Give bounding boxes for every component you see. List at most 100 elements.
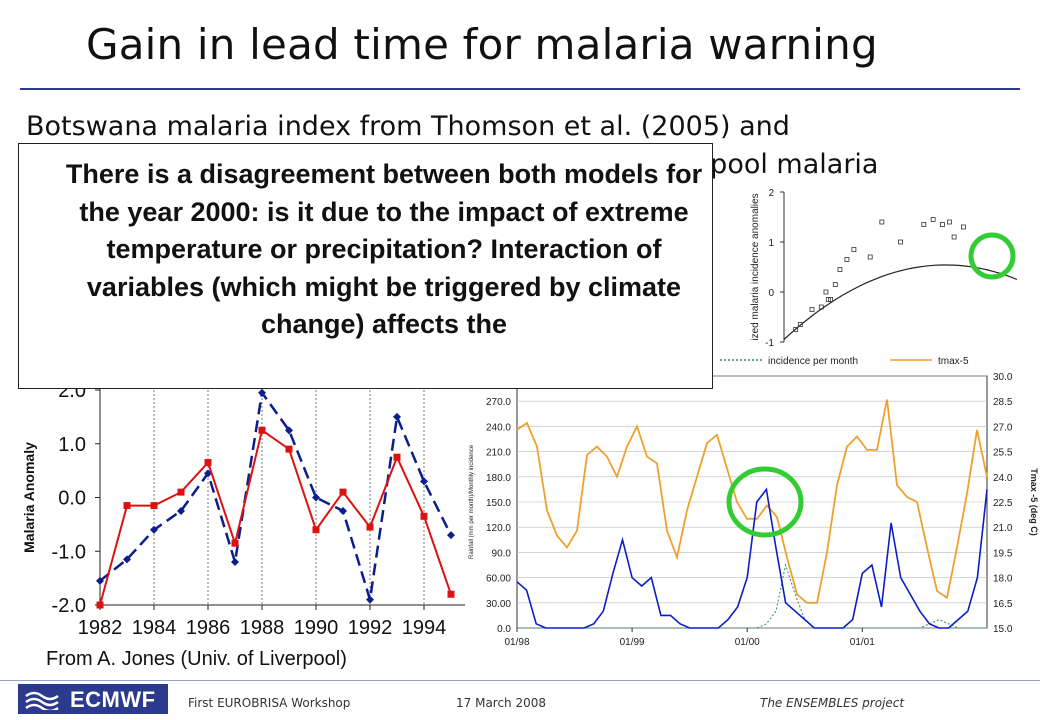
anomaly-series-solid-marker	[447, 590, 455, 598]
scatter-point	[867, 254, 873, 260]
scatter-point	[879, 219, 885, 225]
anomaly-series-solid-marker	[258, 426, 266, 434]
ts-right-tick-label: 16.5	[993, 599, 1013, 610]
anomaly-series-solid-marker	[312, 526, 320, 534]
ts-right-tick-label: 25.5	[993, 448, 1013, 459]
ts-right-tick-label: 18.0	[993, 574, 1013, 585]
scatter-point	[947, 219, 952, 225]
anomaly-series-solid-line	[99, 428, 452, 606]
ts-x-tick-label: 01/01	[850, 637, 875, 648]
ts-right-tick-label: 21.0	[993, 523, 1013, 534]
scatter-point	[797, 322, 803, 327]
ts-left-tick-label: 150.0	[486, 498, 511, 509]
footer-workshop: First EUROBRISA Workshop	[188, 696, 351, 710]
timeseries-highlight-circle	[726, 466, 804, 538]
anomaly-x-tick-label: 1994	[402, 617, 447, 639]
scatter-point	[818, 304, 824, 310]
scatter-point	[844, 257, 850, 262]
anomaly-series-dashed-line	[99, 389, 453, 600]
anomaly-series-dashed-marker	[96, 576, 104, 585]
scatter-point	[793, 327, 799, 332]
anomaly-series-dashed-marker	[285, 426, 293, 435]
ts-left-tick-label: 30.00	[486, 599, 511, 610]
ts-x-tick-label: 01/99	[620, 637, 645, 648]
scatter-point	[837, 267, 843, 272]
anomaly-series-solid-marker	[123, 502, 131, 510]
scatter-point	[832, 282, 838, 287]
anomaly-x-tick-label: 1988	[240, 617, 285, 639]
source-credit: From A. Jones (Univ. of Liverpool)	[46, 648, 347, 670]
ts-right-tick-label: 24.0	[993, 473, 1013, 484]
ecmwf-logo: ECMWF	[18, 684, 168, 714]
ts-tmax-line	[516, 399, 988, 604]
ts-right-tick-label: 30.0	[993, 372, 1013, 383]
anomaly-series-solid-marker	[150, 502, 158, 510]
anomaly-y-tick-label: 0.0	[58, 488, 86, 510]
footer-date: 17 March 2008	[456, 696, 547, 710]
anomaly-y-axis-label: Malaria Anomaly	[21, 442, 37, 553]
logo-text: ECMWF	[70, 687, 156, 712]
ts-left-tick-label: 60.00	[486, 574, 511, 585]
callout-text: There is a disagreement between both mod…	[65, 159, 703, 339]
scatter-point	[823, 289, 829, 295]
ts-left-tick-label: 0.0	[497, 624, 511, 635]
ts-x-tick-label: 01/98	[504, 637, 529, 648]
anomaly-y-tick-label: -1.0	[52, 541, 86, 563]
anomaly-series-dashed-marker	[366, 595, 374, 604]
scatter-y-tick-label: 1	[768, 238, 774, 249]
ts-right-tick-label: 22.5	[993, 498, 1013, 509]
ts-left-axis-label: Rainfall (mm per month)/Monthly incidenc…	[469, 444, 475, 559]
slide-title: Gain in lead time for malaria warning	[86, 20, 878, 69]
ts-right-axis-label: Tmax -5 (deg C)	[1029, 468, 1039, 536]
ts-left-tick-label: 180.0	[486, 473, 511, 484]
anomaly-series-dashed-marker	[447, 531, 455, 540]
ts-legend-label: tmax-5	[938, 356, 969, 367]
scatter-y-tick-label: 2	[768, 188, 774, 199]
anomaly-x-tick-label: 1990	[294, 617, 339, 639]
anomaly-series-solid-marker	[339, 488, 347, 496]
anomaly-series-dashed-marker	[231, 558, 239, 566]
anomaly-series-solid-marker	[96, 601, 104, 609]
ts-left-tick-label: 210.0	[486, 448, 511, 459]
scatter-point	[930, 217, 936, 222]
ts-legend-label: incidence per month	[768, 356, 858, 367]
scatter-point	[921, 222, 927, 227]
scatter-chart: 2 1 0 -1 ized malaria incidence anomalies	[750, 188, 1018, 349]
anomaly-x-tick-label: 1992	[348, 617, 393, 639]
anomaly-series-dashed-marker	[258, 388, 266, 397]
scatter-y-axis-label: ized malaria incidence anomalies	[750, 193, 761, 340]
scatter-point	[940, 222, 945, 227]
ts-right-tick-label: 15.0	[993, 624, 1013, 635]
anomaly-series-dashed-marker	[150, 525, 158, 534]
ecmwf-emblem-icon	[25, 691, 59, 710]
scatter-highlight-circle	[968, 232, 1016, 280]
footer-project: The ENSEMBLES project	[760, 696, 905, 710]
ts-right-tick-label: 19.5	[993, 548, 1013, 559]
ts-right-tick-label: 27.0	[993, 422, 1013, 433]
scatter-point	[898, 239, 903, 245]
anomaly-series-solid-marker	[393, 453, 401, 461]
ts-left-tick-label: 90.0	[492, 548, 512, 559]
anomaly-series-dashed-marker	[177, 506, 185, 515]
scatter-point	[809, 307, 815, 312]
ts-left-tick-label: 120.0	[486, 523, 511, 534]
scatter-y-tick-label: 0	[768, 288, 774, 299]
anomaly-series-dashed-marker	[339, 506, 347, 515]
title-underline	[20, 88, 1020, 90]
ts-left-tick-label: 270.0	[486, 397, 511, 408]
ts-rain-line	[516, 487, 988, 629]
anomaly-y-tick-label: -2.0	[52, 595, 86, 617]
anomaly-series-solid-marker	[366, 523, 374, 531]
callout-box: There is a disagreement between both mod…	[18, 143, 713, 389]
anomaly-series-solid-marker	[231, 539, 239, 547]
anomaly-series-solid-marker	[177, 488, 185, 496]
anomaly-series-solid-marker	[204, 459, 212, 467]
anomaly-series-dashed-marker	[420, 477, 428, 486]
anomaly-x-tick-label: 1984	[132, 617, 177, 639]
scatter-point	[828, 297, 833, 302]
anomaly-x-tick-label: 1982	[78, 617, 123, 639]
ts-x-tick-label: 01/00	[735, 637, 760, 648]
anomaly-series-dashed-marker	[312, 493, 320, 502]
ts-incidence-line	[517, 563, 987, 629]
